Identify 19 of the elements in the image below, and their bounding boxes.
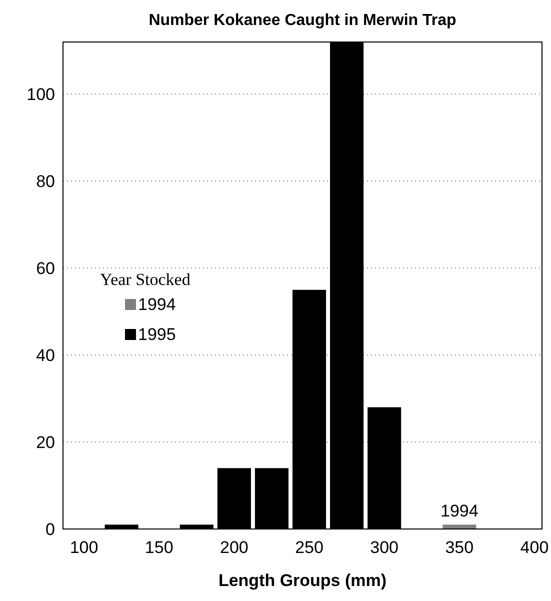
x-tick-label: 300 xyxy=(370,538,399,557)
x-axis-title: Length Groups (mm) xyxy=(218,571,387,590)
y-tick-label: 100 xyxy=(26,85,55,104)
y-tick-label: 0 xyxy=(46,520,55,539)
annotation: 1994 xyxy=(440,502,478,521)
chart-title: Number Kokanee Caught in Merwin Trap xyxy=(148,12,457,29)
x-tick-label: 250 xyxy=(295,538,324,557)
y-tick-label: 80 xyxy=(36,172,55,192)
x-tick-label: 350 xyxy=(445,538,474,557)
x-tick-label: 400 xyxy=(520,538,549,557)
legend-title: Year Stocked xyxy=(100,270,191,289)
x-tick-label: 200 xyxy=(220,538,248,557)
y-tick-label: 20 xyxy=(36,432,55,452)
legend-label: 1994 xyxy=(138,295,176,314)
y-tick-label: 60 xyxy=(36,259,55,278)
x-tick-label: 150 xyxy=(144,538,174,557)
legend-label: 1995 xyxy=(138,325,176,344)
y-tick-label: 40 xyxy=(36,346,55,366)
x-tick-label: 100 xyxy=(70,538,98,557)
